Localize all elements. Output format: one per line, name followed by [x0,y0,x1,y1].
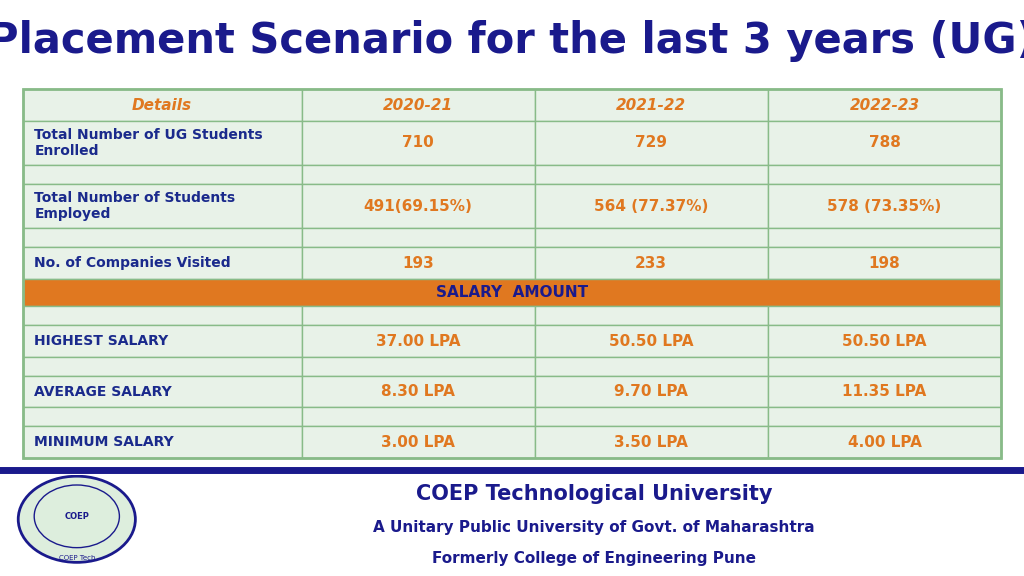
Bar [768,357,1001,376]
Bar [23,325,301,357]
Bar [768,228,1001,247]
Bar [535,247,768,279]
Text: 4.00 LPA: 4.00 LPA [848,435,922,450]
Bar [301,376,535,407]
Bar [301,426,535,458]
Text: 578 (73.35%): 578 (73.35%) [827,199,942,214]
Bar [301,325,535,357]
Text: Placement Scenario for the last 3 years (UG): Placement Scenario for the last 3 years … [0,21,1024,62]
Circle shape [18,476,135,562]
Bar [768,325,1001,357]
Text: 50.50 LPA: 50.50 LPA [842,334,927,348]
Bar [23,165,301,184]
Bar [23,306,301,325]
Bar [768,247,1001,279]
Text: 8.30 LPA: 8.30 LPA [381,384,455,399]
Bar [301,247,535,279]
Text: HIGHEST SALARY: HIGHEST SALARY [34,334,169,348]
Bar [301,306,535,325]
Bar [768,184,1001,228]
Bar [535,184,768,228]
Bar [535,357,768,376]
Bar [301,407,535,426]
Text: 11.35 LPA: 11.35 LPA [843,384,927,399]
Bar [768,306,1001,325]
Bar [768,121,1001,165]
Text: 788: 788 [868,135,900,150]
Bar [23,184,301,228]
Text: 3.50 LPA: 3.50 LPA [614,435,688,450]
Text: COEP Technological University: COEP Technological University [416,484,772,504]
Bar [768,376,1001,407]
Text: 9.70 LPA: 9.70 LPA [614,384,688,399]
Bar [23,89,301,121]
Text: Total Number of UG Students
Enrolled: Total Number of UG Students Enrolled [34,128,263,158]
Bar [301,228,535,247]
Bar [23,357,301,376]
Text: A Unitary Public University of Govt. of Maharashtra: A Unitary Public University of Govt. of … [373,520,815,535]
Bar [768,407,1001,426]
Bar [768,426,1001,458]
Text: Formerly College of Engineering Pune: Formerly College of Engineering Pune [432,551,756,566]
Bar [301,184,535,228]
Bar [535,89,768,121]
Text: AVERAGE SALARY: AVERAGE SALARY [34,385,172,399]
Bar [23,121,301,165]
Bar [301,357,535,376]
Bar [23,279,1001,306]
Text: No. of Companies Visited: No. of Companies Visited [34,256,230,270]
Text: COEP Tech: COEP Tech [58,555,95,562]
Text: 710: 710 [402,135,434,150]
Text: SALARY  AMOUNT: SALARY AMOUNT [436,285,588,300]
Bar [535,165,768,184]
Text: 2021-22: 2021-22 [616,97,686,112]
Text: 37.00 LPA: 37.00 LPA [376,334,460,348]
Text: 233: 233 [635,256,667,271]
Text: 2020-21: 2020-21 [383,97,453,112]
Bar [535,407,768,426]
Text: 198: 198 [868,256,900,271]
Bar [535,376,768,407]
Text: MINIMUM SALARY: MINIMUM SALARY [34,435,174,449]
Bar [301,165,535,184]
Bar [301,121,535,165]
Text: 50.50 LPA: 50.50 LPA [608,334,693,348]
Text: 3.00 LPA: 3.00 LPA [381,435,455,450]
Bar [535,325,768,357]
Bar [535,306,768,325]
Text: Total Number of Students
Employed: Total Number of Students Employed [34,191,236,221]
Bar [23,407,301,426]
Bar [23,247,301,279]
Bar [768,165,1001,184]
Bar [535,228,768,247]
Bar [535,426,768,458]
Bar [768,89,1001,121]
Bar [535,121,768,165]
Bar [23,376,301,407]
Bar [23,426,301,458]
Text: 491(69.15%): 491(69.15%) [364,199,472,214]
Bar [23,228,301,247]
Text: COEP: COEP [65,512,89,521]
Text: 564 (77.37%): 564 (77.37%) [594,199,709,214]
Text: Details: Details [132,97,193,112]
Bar [301,89,535,121]
Text: 193: 193 [402,256,434,271]
Text: 729: 729 [635,135,667,150]
Text: 2022-23: 2022-23 [850,97,920,112]
